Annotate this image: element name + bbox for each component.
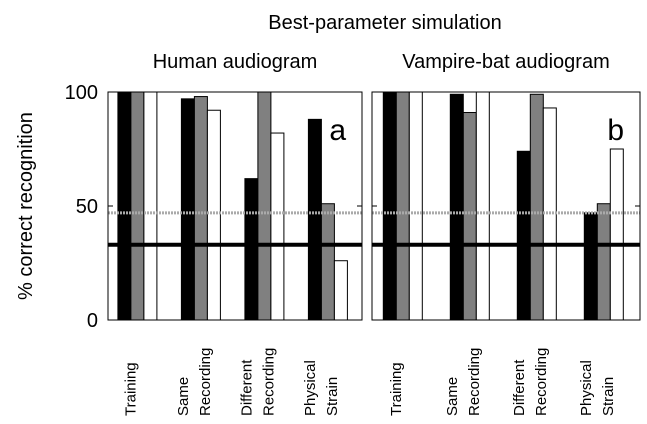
bar — [117, 91, 132, 321]
x-tick-label: Different — [511, 359, 528, 416]
bar — [143, 91, 158, 321]
x-tick-label: Training — [388, 362, 405, 416]
x-tick-label: Training — [122, 362, 139, 416]
y-tick-label: 0 — [87, 310, 98, 332]
x-tick-label: Recording — [197, 348, 214, 416]
bar — [244, 178, 259, 321]
bar — [257, 91, 272, 321]
axes-frame — [107, 91, 363, 321]
panel-label: b — [607, 114, 624, 147]
y-tick-label: 100 — [65, 82, 98, 104]
x-tick-label: Recording — [260, 348, 277, 416]
bar — [609, 148, 624, 321]
figure-title: Best-parameter simulation — [268, 12, 501, 34]
x-tick-label: Different — [238, 359, 255, 416]
x-tick-label: Physical — [578, 360, 595, 416]
bar — [516, 150, 531, 321]
bar — [596, 203, 611, 321]
panel-title: Vampire-bat audiogram — [402, 51, 610, 73]
x-tick-label: Same — [175, 377, 192, 416]
x-tick-label: Strain — [600, 377, 617, 416]
bar — [529, 93, 544, 321]
bar — [395, 91, 410, 321]
panel-label: a — [329, 114, 346, 147]
x-tick-label: Physical — [302, 360, 319, 416]
x-tick-label: Recording — [533, 348, 550, 416]
y-tick-label: 50 — [76, 196, 98, 218]
x-tick-label: Same — [444, 377, 461, 416]
bar — [180, 98, 195, 321]
bar — [307, 118, 322, 321]
bar — [408, 91, 423, 321]
bar — [333, 260, 348, 321]
bar — [320, 203, 335, 321]
y-axis-label: % correct recognition — [15, 112, 37, 300]
x-tick-label: Strain — [324, 377, 341, 416]
bar — [475, 91, 490, 321]
bar — [270, 132, 285, 321]
x-tick-label: Recording — [466, 348, 483, 416]
bar — [462, 112, 477, 321]
axes-frame — [371, 91, 641, 321]
panel-title: Human audiogram — [153, 51, 318, 73]
bar — [382, 91, 397, 321]
bar — [449, 93, 464, 321]
bar — [583, 212, 598, 321]
bar — [193, 96, 208, 321]
bar — [130, 91, 145, 321]
bar — [206, 109, 221, 321]
